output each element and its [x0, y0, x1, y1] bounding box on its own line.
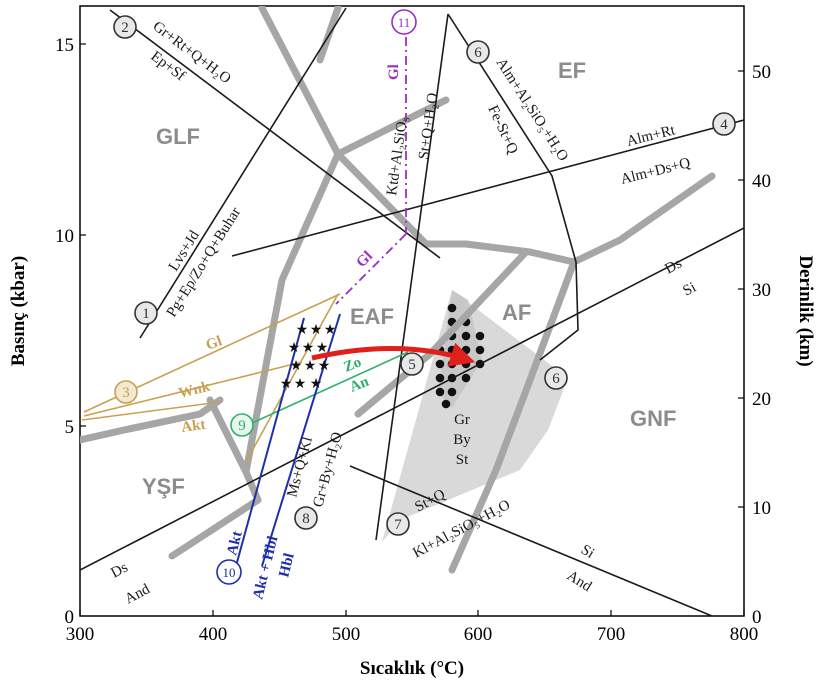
- ds-si-upper: Ds: [662, 256, 684, 278]
- sample-stars: ★ ★ ★ ★ ★ ★ ★ ★ ★ ★ ★ ★: [280, 322, 337, 392]
- x-tick-500: 500: [332, 624, 361, 645]
- depth-tick-40: 40: [752, 171, 771, 192]
- reaction-11-gl: Gl: [386, 64, 402, 80]
- si-and-upper: Si: [578, 542, 597, 562]
- reaction-6-number-lower: 6: [552, 371, 560, 387]
- reaction-3-gl: Gl: [204, 333, 224, 353]
- reaction-11-number: 11: [398, 15, 411, 30]
- facies-af: AF: [502, 300, 531, 325]
- reaction-3-akt: Akt: [180, 417, 206, 436]
- shaded-field: [382, 290, 568, 542]
- y-tick-5: 5: [65, 417, 75, 438]
- reaction-8-upper: Ms+Q+Kl: [284, 435, 315, 499]
- assemblage-by: By: [453, 432, 471, 448]
- x-tick-800: 800: [730, 624, 759, 645]
- svg-text:★: ★: [288, 340, 301, 356]
- svg-text:★: ★: [304, 358, 317, 374]
- svg-text:★: ★: [318, 358, 331, 374]
- facies-ysf: YŞF: [142, 474, 185, 499]
- y-tick-0: 0: [65, 607, 75, 628]
- reaction-2-number: 2: [121, 20, 129, 36]
- reaction-markers: [113, 9, 736, 585]
- facies-glf: GLF: [156, 124, 200, 149]
- y-tick-10: 10: [55, 226, 74, 247]
- gl-mid-label: Gl: [354, 248, 377, 271]
- x-tick-700: 700: [597, 624, 626, 645]
- x-tick-600: 600: [464, 624, 493, 645]
- svg-text:★: ★: [296, 322, 309, 338]
- reaction-5-number: 5: [408, 357, 416, 373]
- reaction-4-lower: Alm+Ds+Q: [619, 155, 692, 188]
- depth-tick-20: 20: [752, 389, 771, 410]
- pt-path-arrow: [311, 342, 476, 367]
- svg-text:★: ★: [324, 322, 337, 338]
- reaction-3-number: 3: [122, 385, 130, 401]
- reaction-1-number: 1: [142, 306, 150, 322]
- ds-si-lower: Si: [680, 280, 699, 300]
- reaction-10-hbl: Hbl: [276, 552, 297, 579]
- assemblage-gr: Gr: [454, 412, 470, 428]
- svg-text:★: ★: [310, 322, 323, 338]
- reaction-8-lower: Gr+By+H₂O: [310, 430, 345, 509]
- svg-text:★: ★: [280, 376, 293, 392]
- svg-text:★: ★: [290, 358, 303, 374]
- facies-ef: EF: [558, 58, 586, 83]
- reaction-4-upper: Alm+Rt: [625, 122, 678, 150]
- ds-and-upper: Ds: [108, 560, 130, 582]
- reaction-6-number-upper: 6: [474, 45, 482, 61]
- reaction-lines: [80, 7, 744, 616]
- reaction-8-number: 8: [302, 511, 310, 527]
- reaction-5-lower: St+Q+H₂O: [416, 92, 441, 161]
- reaction-7-number: 7: [394, 517, 402, 533]
- svg-text:★: ★: [310, 376, 323, 392]
- tick-marks: [79, 43, 745, 616]
- facies-eaf: EAF: [350, 304, 394, 329]
- reaction-9-an: An: [348, 373, 372, 395]
- reaction-6-lower: Fe-St+Q: [484, 103, 520, 157]
- y-axis-title-left: Basınç (kbar): [8, 256, 29, 366]
- depth-tick-0: 0: [752, 607, 762, 628]
- depth-tick-50: 50: [752, 62, 771, 83]
- assemblage-st: St: [456, 452, 469, 468]
- reaction-10-number: 10: [223, 565, 236, 580]
- reaction-10-akt-hbl: Akt + Hbl: [250, 535, 281, 601]
- reaction-9-number: 9: [238, 418, 246, 434]
- si-and-lower: And: [564, 568, 595, 596]
- facies-gnf: GNF: [630, 406, 676, 431]
- depth-tick-30: 30: [752, 280, 771, 301]
- facies-boundaries: [80, 6, 716, 574]
- plot-frame: [79, 5, 745, 617]
- svg-text:★: ★: [316, 340, 329, 356]
- x-axis-title: Sıcaklık (°C): [360, 658, 464, 679]
- reaction-4-number: 4: [720, 117, 728, 133]
- y-tick-15: 15: [55, 35, 74, 56]
- y-axis-title-right: Derinlik (km): [795, 255, 816, 366]
- depth-tick-10: 10: [752, 498, 771, 519]
- reaction-10-akt: Akt: [224, 530, 245, 557]
- ds-and-lower: And: [122, 581, 153, 607]
- svg-text:★: ★: [302, 340, 315, 356]
- reaction-3-wnk: Wnk: [177, 379, 212, 402]
- reaction-9-line: [249, 351, 409, 425]
- reaction-9-zo: Zo: [342, 354, 364, 375]
- reaction-11-lines: [335, 18, 407, 305]
- x-tick-400: 400: [199, 624, 228, 645]
- x-tick-300: 300: [66, 624, 95, 645]
- svg-text:★: ★: [294, 376, 307, 392]
